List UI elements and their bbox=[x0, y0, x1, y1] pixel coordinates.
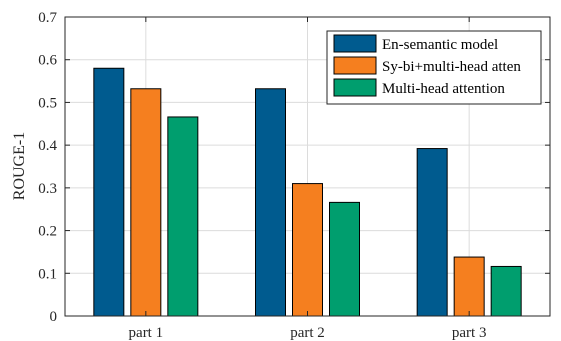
y-tick-label: 0 bbox=[50, 309, 58, 325]
legend-swatch bbox=[333, 34, 377, 53]
y-tick-label: 0.5 bbox=[38, 95, 57, 111]
bar-part-3-series-3 bbox=[490, 265, 522, 317]
axis-ticks: 0 0.1 0.2 0.3 0.4 0.5 0.6 0.7 part 1 part 2 part 3 bbox=[38, 10, 550, 341]
bar-part-1-series-1 bbox=[93, 67, 125, 317]
legend-label: Sy-bi+multi-head atten bbox=[382, 59, 521, 75]
y-tick-label: 0.3 bbox=[38, 181, 57, 197]
x-tick-label: part 3 bbox=[452, 325, 487, 341]
bar-part-3-series-1 bbox=[416, 148, 448, 317]
bars bbox=[93, 67, 522, 317]
x-tick-label: part 2 bbox=[290, 325, 325, 341]
y-tick-label: 0.4 bbox=[38, 138, 57, 154]
y-tick-label: 0.1 bbox=[38, 266, 57, 282]
legend-swatch bbox=[333, 78, 377, 97]
legend-label: Multi-head attention bbox=[382, 81, 505, 97]
legend-swatch bbox=[333, 56, 377, 75]
bar-part-2-series-1 bbox=[255, 88, 286, 317]
legend-label: En-semantic model bbox=[382, 37, 498, 53]
x-tick-label: part 1 bbox=[129, 325, 164, 341]
bar-part-1-series-2 bbox=[130, 88, 162, 317]
bar-part-2-series-3 bbox=[329, 201, 360, 317]
bar-part-1-series-3 bbox=[167, 116, 199, 317]
legend: En-semantic model Sy-bi+multi-head atten M… bbox=[326, 30, 542, 105]
y-tick-label: 0.7 bbox=[38, 10, 57, 26]
bar-part-3-series-2 bbox=[453, 256, 485, 317]
y-axis-label: ROUGE-1 bbox=[11, 132, 28, 200]
bar-part-2-series-2 bbox=[292, 183, 323, 317]
y-tick-label: 0.6 bbox=[38, 53, 57, 69]
y-tick-label: 0.2 bbox=[38, 224, 57, 240]
